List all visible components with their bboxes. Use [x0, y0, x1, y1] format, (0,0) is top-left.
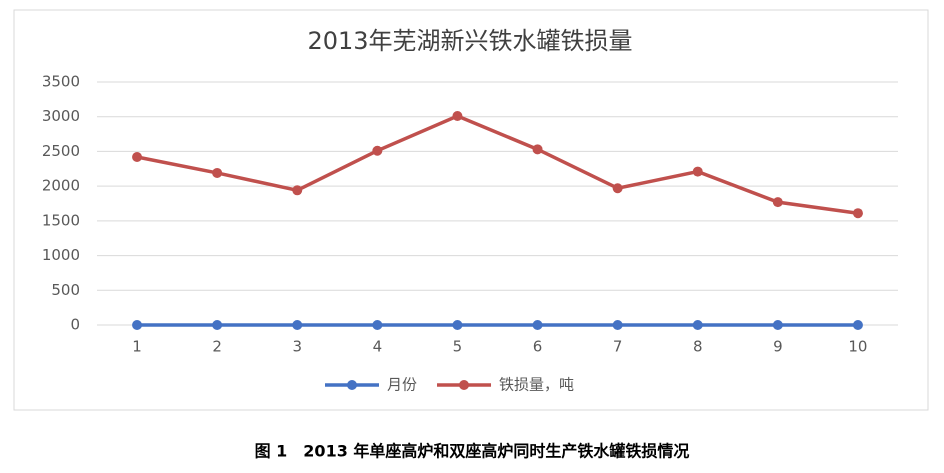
- point: [532, 320, 543, 330]
- point: [212, 320, 223, 330]
- x-tick-label: 9: [773, 338, 783, 356]
- legend-marker: [347, 380, 357, 390]
- x-tick-label: 5: [453, 338, 463, 356]
- point: [852, 208, 863, 219]
- point: [372, 320, 383, 330]
- y-tick-label: 1000: [42, 246, 80, 264]
- x-tick-label: 4: [373, 338, 383, 356]
- y-tick-label: 2000: [42, 177, 80, 195]
- point: [452, 320, 463, 330]
- y-tick-label: 3000: [42, 107, 80, 125]
- point: [132, 151, 143, 162]
- point: [132, 320, 143, 330]
- chart-frame: [13, 9, 929, 411]
- x-tick-label: 8: [693, 338, 703, 356]
- legend-label: 铁损量，吨: [499, 376, 574, 394]
- x-tick-label: 3: [292, 338, 302, 356]
- point: [372, 145, 383, 156]
- point: [292, 185, 303, 196]
- x-tick-label: 6: [533, 338, 543, 356]
- point: [852, 320, 863, 330]
- point: [612, 320, 623, 330]
- point: [772, 197, 783, 208]
- legend-marker: [459, 380, 470, 390]
- figure-caption: 图 1 2013 年单座高炉和双座高炉同时生产铁水罐铁损情况: [255, 442, 690, 461]
- x-tick-label: 10: [848, 338, 867, 356]
- point: [612, 183, 623, 194]
- y-tick-label: 2500: [42, 142, 80, 160]
- y-tick-label: 1500: [42, 211, 80, 229]
- y-tick-label: 3500: [42, 73, 80, 91]
- chart-title: 2013年芜湖新兴铁水罐铁损量: [307, 27, 632, 55]
- legend-label: 月份: [387, 376, 417, 394]
- point: [292, 320, 303, 330]
- point: [212, 167, 223, 178]
- y-tick-label: 0: [70, 316, 80, 334]
- y-tick-label: 500: [51, 281, 80, 299]
- point: [692, 166, 703, 177]
- x-tick-label: 7: [613, 338, 623, 356]
- series-line: [136, 114, 859, 215]
- x-tick-label: 1: [132, 338, 142, 356]
- point: [692, 320, 703, 330]
- point: [452, 111, 463, 122]
- point: [532, 144, 543, 155]
- point: [772, 320, 783, 330]
- x-tick-label: 2: [212, 338, 222, 356]
